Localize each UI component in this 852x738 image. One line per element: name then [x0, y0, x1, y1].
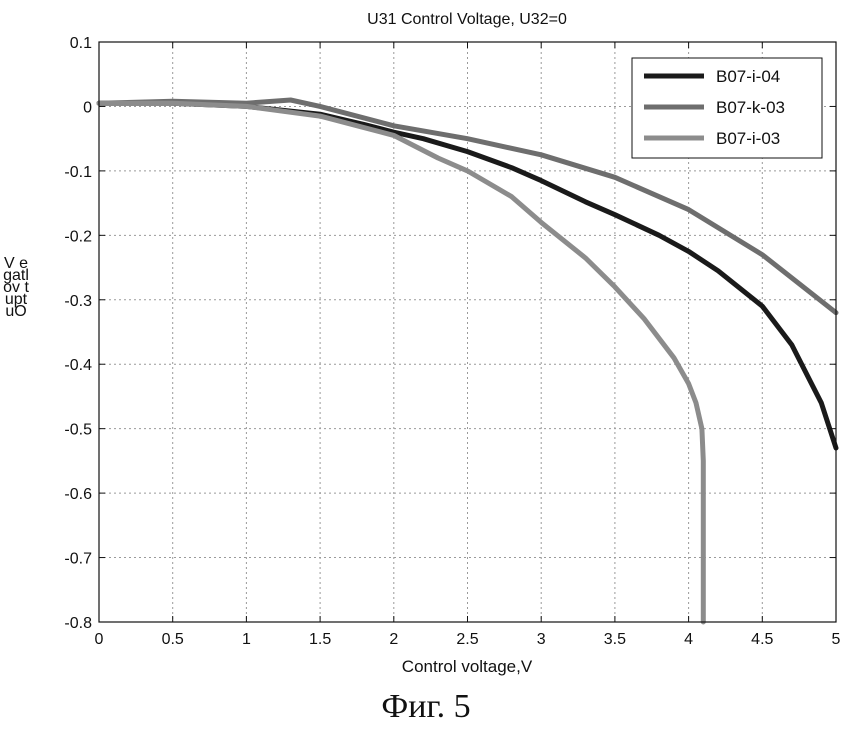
y-tick-label: -0.3 [64, 293, 92, 310]
y-tick-label: 0.1 [70, 35, 92, 52]
x-tick-label: 0 [95, 631, 104, 648]
legend-label-1: B07-i-04 [716, 67, 780, 86]
series-line-3 [99, 103, 703, 622]
chart-title: U31 Control Voltage, U32=0 [367, 11, 567, 28]
x-tick-label: 0.5 [162, 631, 184, 648]
x-axis-label: Control voltage,V [402, 657, 533, 676]
x-tick-label: 2 [389, 631, 398, 648]
x-tick-label: 4 [684, 631, 693, 648]
y-tick-label: -0.4 [64, 357, 92, 374]
y-tick-label: 0 [83, 99, 92, 116]
plot-area: 0 0.5 1 1.5 2 2.5 3 3.5 4 4.5 5 0.1 0 -0.1 -0.2 -0.3 -0.… [64, 35, 840, 648]
y-tick-label: -0.5 [64, 422, 92, 439]
x-tick-label: 1.5 [309, 631, 331, 648]
y-tick-label: -0.7 [64, 551, 92, 568]
y-tick-label: -0.6 [64, 486, 92, 503]
y-axis-label: V egatlov tuptuO [2, 258, 30, 318]
x-tick-label: 2.5 [456, 631, 478, 648]
x-tick-label: 4.5 [751, 631, 773, 648]
x-tick-label: 3.5 [604, 631, 626, 648]
y-tick-label: -0.1 [64, 164, 92, 181]
y-tick-label: -0.8 [64, 615, 92, 632]
x-tick-label: 5 [832, 631, 841, 648]
y-tick-label: -0.2 [64, 228, 92, 245]
legend-label-2: B07-k-03 [716, 98, 785, 117]
legend-label-3: B07-i-03 [716, 129, 780, 148]
figure-caption: Фиг. 5 [0, 688, 852, 726]
x-tick-label: 1 [242, 631, 251, 648]
x-tick-label: 3 [537, 631, 546, 648]
